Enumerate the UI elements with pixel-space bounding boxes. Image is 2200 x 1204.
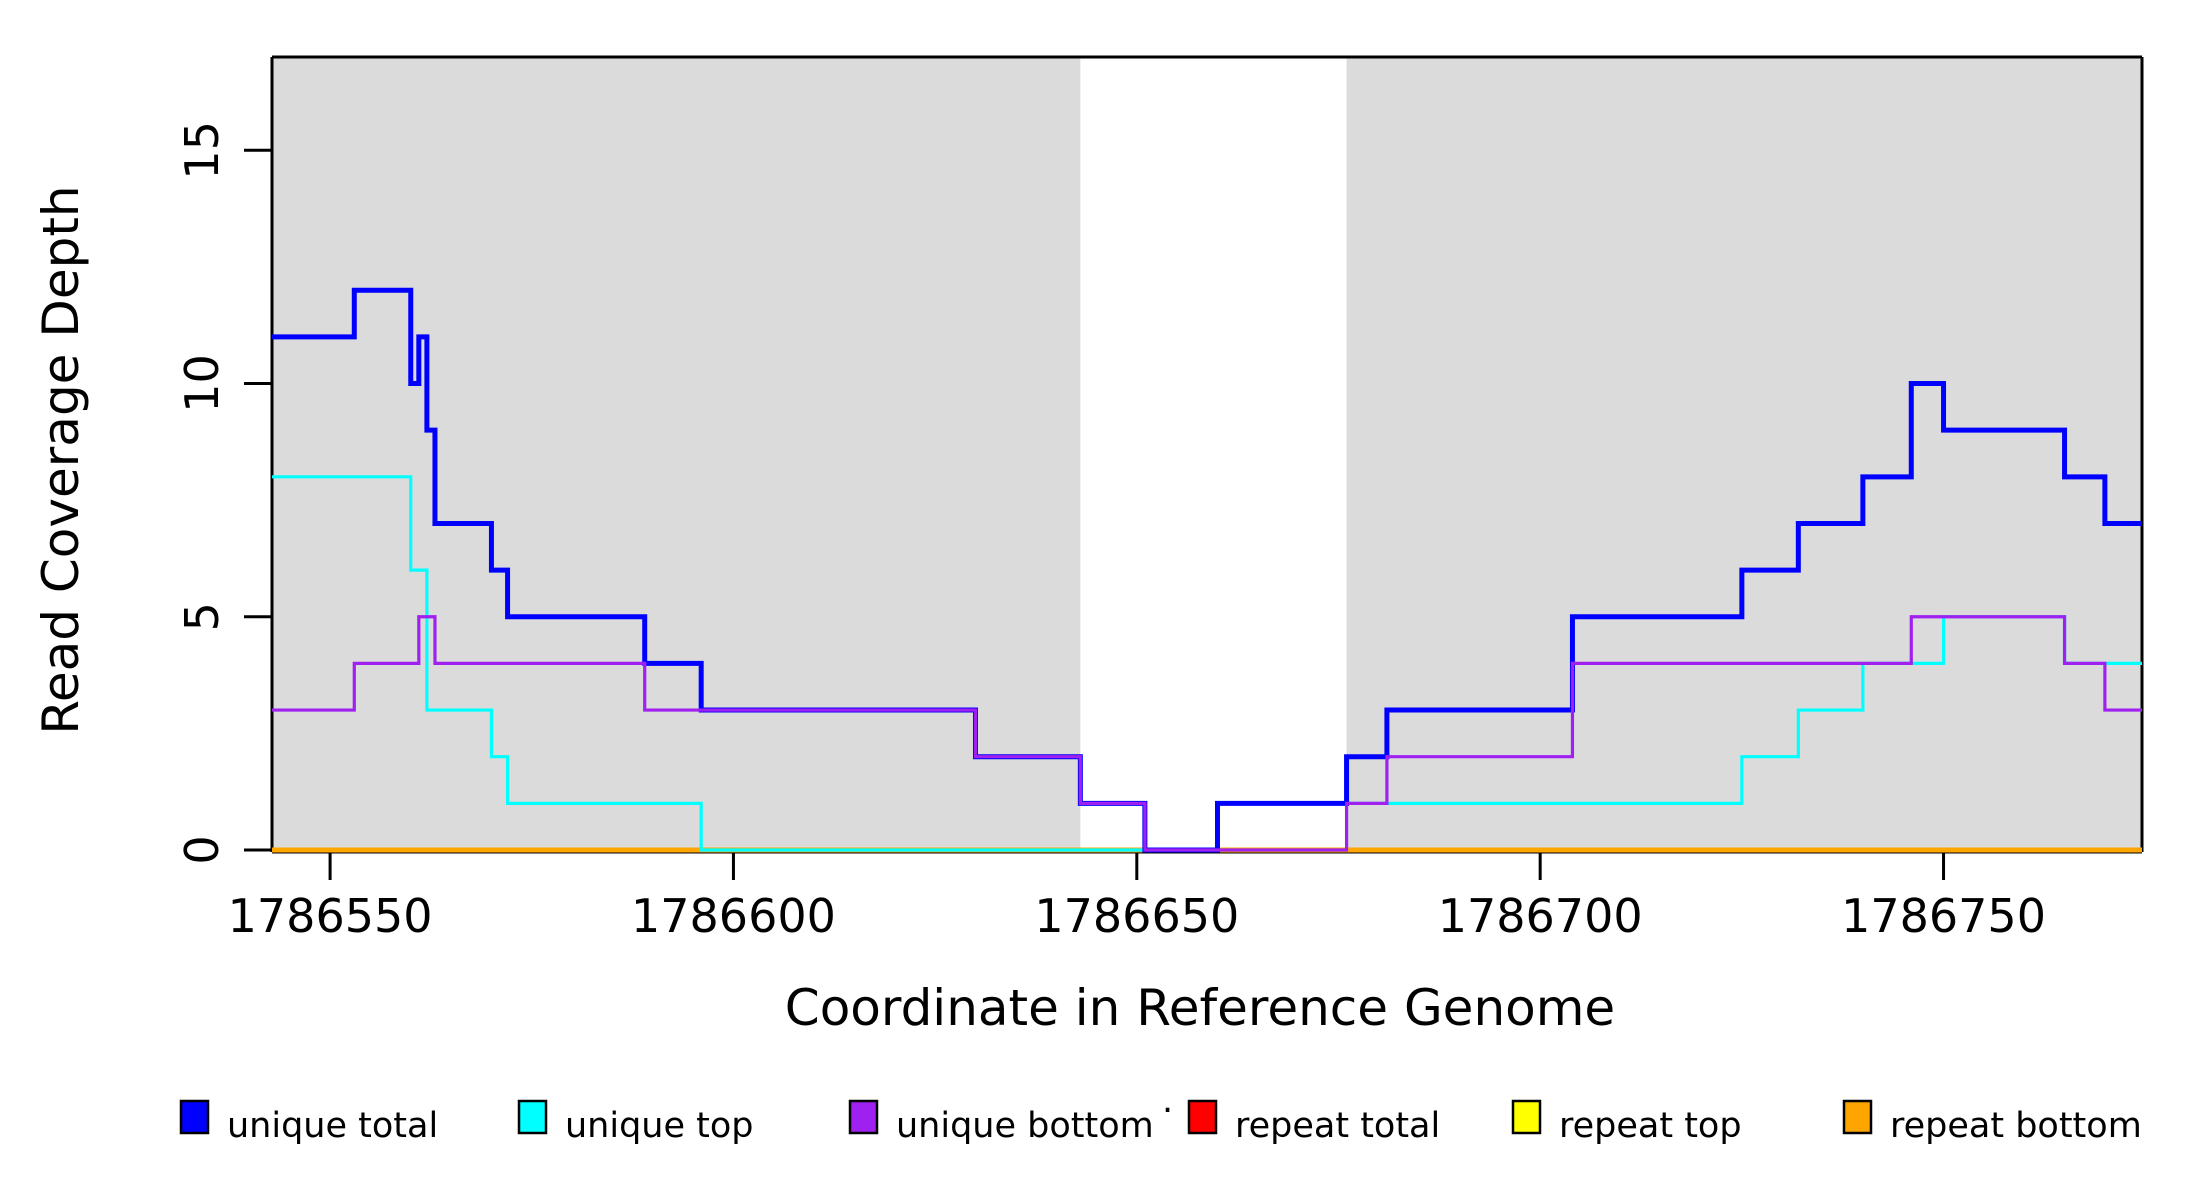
y-tick-label: 15 (175, 121, 229, 180)
legend-swatch-repeat-bottom (1842, 1099, 1873, 1135)
shaded-region (272, 57, 1081, 852)
y-tick-label: 0 (175, 835, 229, 864)
legend-swatch-unique-total (179, 1099, 210, 1135)
legend-label-unique-total: unique total (227, 1106, 438, 1146)
series-unique-bottom (272, 615, 2142, 852)
legend-label-unique-top: unique top (565, 1106, 754, 1146)
shaded-region (1346, 57, 2142, 852)
x-tick-label: 1786700 (1438, 889, 1643, 943)
legend-swatch-repeat-top (1511, 1099, 1542, 1135)
legend-swatch-unique-top (517, 1099, 548, 1135)
series-lines (272, 287, 2142, 853)
legend-label-repeat-total: repeat total (1235, 1106, 1440, 1146)
legend-swatch-repeat-total (1187, 1099, 1218, 1135)
x-tick-label: 1786550 (228, 889, 433, 943)
legend-swatch-unique-bottom (848, 1099, 879, 1135)
legend-label-repeat-top: repeat top (1559, 1106, 1742, 1146)
x-axis-title: Coordinate in Reference Genome (785, 979, 1615, 1037)
x-tick-label: 1786650 (1034, 889, 1239, 943)
axis-ticks: 1786550 1786600 1786650 1786700 1786750 0 5 10 1… (175, 121, 2046, 943)
y-tick-label: 5 (175, 602, 229, 631)
legend-label-unique-bottom: unique bottom (896, 1106, 1154, 1146)
x-tick-label: 1786600 (631, 889, 836, 943)
y-axis-title: Read Coverage Depth (32, 185, 90, 734)
stray-dot: · (1162, 1091, 1173, 1131)
x-tick-label: 1786750 (1841, 889, 2046, 943)
legend: unique total unique top unique bottom repea… (179, 1091, 2142, 1146)
shaded-regions (272, 57, 2142, 852)
legend-label-repeat-bottom: repeat bottom (1890, 1106, 2142, 1146)
y-tick-label: 10 (175, 354, 229, 413)
